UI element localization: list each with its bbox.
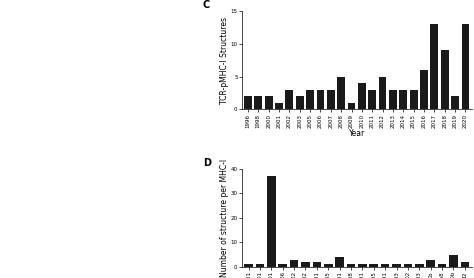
Bar [392,264,401,267]
Bar [244,96,252,110]
Bar [441,51,448,110]
Bar [358,83,366,110]
Bar [296,96,304,110]
Bar [317,90,324,110]
Bar [285,90,293,110]
Bar [306,90,314,110]
Y-axis label: Number of structure per MHC-I: Number of structure per MHC-I [220,159,229,277]
Bar [358,264,367,267]
Bar [404,264,412,267]
Bar [347,103,356,110]
Bar [430,24,438,110]
Bar [265,96,273,110]
Bar [451,96,459,110]
Bar [461,262,469,267]
Bar [438,264,447,267]
Bar [368,90,376,110]
Bar [255,96,262,110]
Bar [278,264,287,267]
Bar [400,90,407,110]
Bar [335,257,344,267]
Bar [346,264,355,267]
Bar [462,24,469,110]
Bar [324,264,332,267]
Bar [381,264,390,267]
X-axis label: Year: Year [348,129,365,138]
Bar [370,264,378,267]
Bar [415,264,424,267]
Bar [255,264,264,267]
Y-axis label: TCR-pMHC-I Structures: TCR-pMHC-I Structures [220,17,229,104]
Bar [337,77,345,110]
Bar [301,262,310,267]
Bar [427,259,435,267]
Bar [389,90,397,110]
Bar [267,176,275,267]
Bar [449,255,458,267]
Bar [275,103,283,110]
Bar [379,77,386,110]
Bar [327,90,335,110]
Bar [290,259,298,267]
Bar [312,262,321,267]
Text: D: D [203,158,210,168]
Text: C: C [203,0,210,10]
Bar [244,264,253,267]
Bar [410,90,418,110]
Bar [420,70,428,110]
